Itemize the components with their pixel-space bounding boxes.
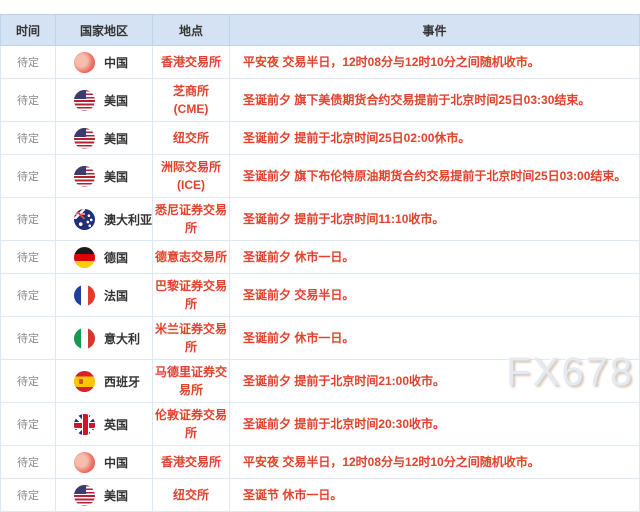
- country-label: 中国: [104, 55, 129, 70]
- event-cell: 圣诞前夕 旗下布伦特原油期货合约交易提前于北京时间25日03:00结束。: [229, 154, 640, 198]
- location-cell: 德意志交易所: [152, 240, 230, 274]
- event-cell: 圣诞节 休市一日。: [229, 478, 640, 512]
- location-cell: 伦敦证券交易所: [152, 402, 230, 446]
- flag-france-icon: [74, 284, 95, 306]
- table-row: 待定 中国 香港交易所 平安夜 交易半日，12时08分与12时10分之间随机收市…: [0, 445, 640, 479]
- location-cell: 悉尼证券交易所: [152, 197, 230, 241]
- country-label: 法国: [104, 288, 129, 303]
- country-cell: 美国: [55, 478, 153, 512]
- table-row: 待定 西班牙 马德里证券交易所 圣诞前夕 提前于北京时间21:00收市。: [0, 359, 640, 403]
- market-holiday-table: 时间 国家地区 地点 事件 待定 中国 香港交易所 平安夜 交易半日，12时08…: [0, 14, 640, 512]
- flag-usa-icon: [74, 165, 95, 187]
- event-cell: 圣诞前夕 旗下美债期货合约交易提前于北京时间25日03:30结束。: [229, 78, 640, 122]
- table-row: 待定 美国 纽交所 圣诞前夕 提前于北京时间25日02:00休市。: [0, 121, 640, 155]
- country-cell: 中国: [55, 445, 153, 479]
- location-cell: 纽交所: [152, 121, 230, 155]
- country-label: 美国: [104, 93, 129, 108]
- flag-usa-icon: [74, 484, 95, 506]
- country-cell: 德国: [55, 240, 153, 274]
- country-cell: 西班牙: [55, 359, 153, 403]
- flag-italy-icon: [74, 327, 95, 349]
- table-row: 待定 美国 芝商所 (CME) 圣诞前夕 旗下美债期货合约交易提前于北京时间25…: [0, 78, 640, 122]
- country-cell: 英国: [55, 402, 153, 446]
- time-cell: 待定: [0, 273, 56, 317]
- country-cell: 中国: [55, 45, 153, 79]
- event-cell: 圣诞前夕 提前于北京时间11:10收市。: [229, 197, 640, 241]
- flag-china-icon: [74, 51, 95, 73]
- country-label: 中国: [104, 455, 129, 470]
- table-row: 待定 法国 巴黎证券交易所 圣诞前夕 交易半日。: [0, 273, 640, 317]
- country-label: 德国: [104, 250, 129, 265]
- location-cell: 米兰证券交易所: [152, 316, 230, 360]
- location-cell: 巴黎证券交易所: [152, 273, 230, 317]
- country-cell: 澳大利亚: [55, 197, 153, 241]
- table-row: 待定 美国 洲际交易所 (ICE) 圣诞前夕 旗下布伦特原油期货合约交易提前于北…: [0, 154, 640, 198]
- table-row: 待定 德国 德意志交易所 圣诞前夕 休市一日。: [0, 240, 640, 274]
- event-cell: 圣诞前夕 提前于北京时间21:00收市。: [229, 359, 640, 403]
- time-cell: 待定: [0, 154, 56, 198]
- country-label: 西班牙: [104, 374, 141, 389]
- location-cell: 马德里证券交易所: [152, 359, 230, 403]
- table-row: 待定 中国 香港交易所 平安夜 交易半日，12时08分与12时10分之间随机收市…: [0, 45, 640, 79]
- location-cell: 洲际交易所 (ICE): [152, 154, 230, 198]
- location-cell: 芝商所 (CME): [152, 78, 230, 122]
- event-cell: 圣诞前夕 交易半日。: [229, 273, 640, 317]
- time-cell: 待定: [0, 445, 56, 479]
- column-header-country: 国家地区: [55, 14, 153, 46]
- flag-germany-icon: [74, 246, 95, 268]
- country-cell: 意大利: [55, 316, 153, 360]
- time-cell: 待定: [0, 121, 56, 155]
- table-row: 待定 美国 纽交所 圣诞节 休市一日。: [0, 478, 640, 512]
- time-cell: 待定: [0, 316, 56, 360]
- table-header-row: 时间 国家地区 地点 事件: [0, 14, 640, 46]
- flag-usa-icon: [74, 127, 95, 149]
- time-cell: 待定: [0, 197, 56, 241]
- country-cell: 美国: [55, 121, 153, 155]
- flag-uk-icon: [74, 413, 95, 435]
- market-holiday-calendar-page: 时间 国家地区 地点 事件 待定 中国 香港交易所 平安夜 交易半日，12时08…: [0, 14, 640, 512]
- time-cell: 待定: [0, 478, 56, 512]
- country-label: 英国: [104, 417, 129, 432]
- column-header-event: 事件: [229, 14, 640, 46]
- time-cell: 待定: [0, 402, 56, 446]
- table-row: 待定 澳大利亚 悉尼证券交易所 圣诞前夕 提前于北京时间11:10收市。: [0, 197, 640, 241]
- time-cell: 待定: [0, 240, 56, 274]
- event-cell: 平安夜 交易半日，12时08分与12时10分之间随机收市。: [229, 45, 640, 79]
- country-label: 美国: [104, 131, 129, 146]
- location-cell: 纽交所: [152, 478, 230, 512]
- flag-usa-icon: [74, 89, 95, 111]
- time-cell: 待定: [0, 359, 56, 403]
- table-row: 待定 英国 伦敦证券交易所 圣诞前夕 提前于北京时间20:30收市。: [0, 402, 640, 446]
- table-row: 待定 意大利 米兰证券交易所 圣诞前夕 休市一日。: [0, 316, 640, 360]
- event-cell: 圣诞前夕 休市一日。: [229, 316, 640, 360]
- event-cell: 平安夜 交易半日，12时08分与12时10分之间随机收市。: [229, 445, 640, 479]
- country-cell: 法国: [55, 273, 153, 317]
- flag-australia-icon: [74, 208, 95, 230]
- time-cell: 待定: [0, 78, 56, 122]
- location-cell: 香港交易所: [152, 445, 230, 479]
- location-cell: 香港交易所: [152, 45, 230, 79]
- flag-china-icon: [74, 451, 95, 473]
- country-label: 澳大利亚: [104, 212, 153, 227]
- flag-spain-icon: [74, 370, 95, 392]
- event-cell: 圣诞前夕 提前于北京时间20:30收市。: [229, 402, 640, 446]
- time-cell: 待定: [0, 45, 56, 79]
- column-header-time: 时间: [0, 14, 56, 46]
- country-label: 意大利: [104, 331, 141, 346]
- country-label: 美国: [104, 169, 129, 184]
- country-cell: 美国: [55, 154, 153, 198]
- country-label: 美国: [104, 488, 129, 503]
- event-cell: 圣诞前夕 休市一日。: [229, 240, 640, 274]
- country-cell: 美国: [55, 78, 153, 122]
- column-header-location: 地点: [152, 14, 230, 46]
- event-cell: 圣诞前夕 提前于北京时间25日02:00休市。: [229, 121, 640, 155]
